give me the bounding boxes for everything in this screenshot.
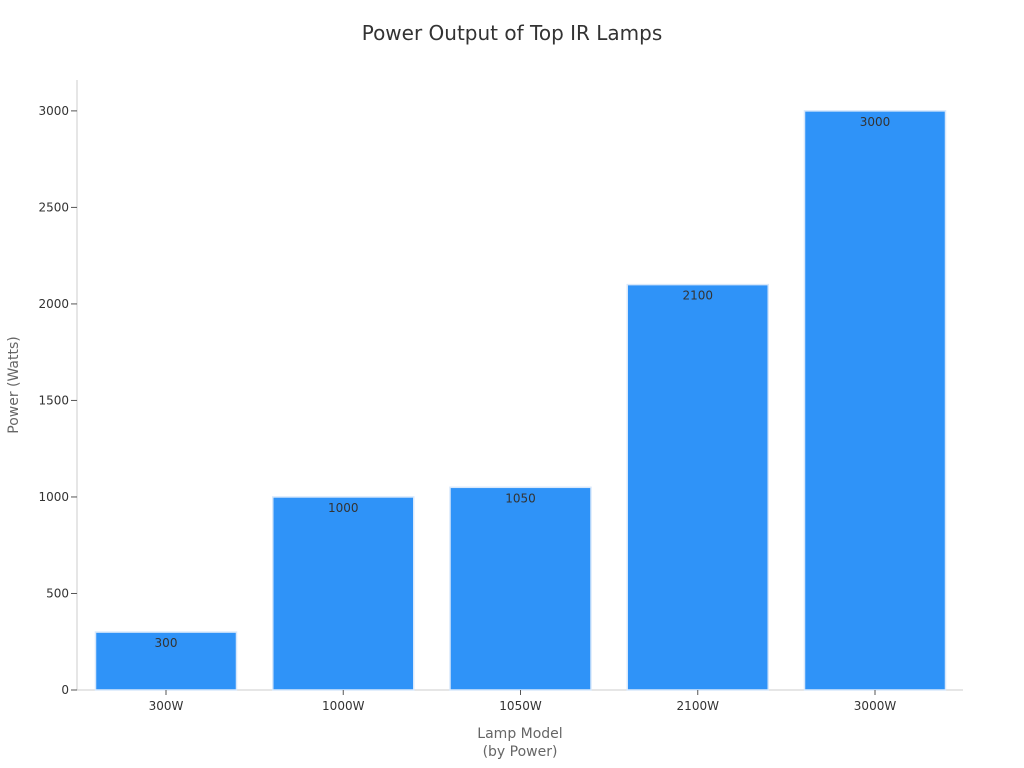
bar	[94, 631, 238, 691]
bar	[272, 496, 415, 691]
bar-value-label: 3000	[860, 115, 891, 129]
bar	[626, 283, 769, 691]
chart-title: Power Output of Top IR Lamps	[362, 21, 663, 45]
bar-value-label: 300	[155, 636, 178, 650]
y-tick-label: 500	[46, 586, 69, 600]
x-tick-label: 2100W	[677, 699, 720, 713]
bar	[449, 486, 592, 691]
bar-value-label: 1000	[328, 501, 359, 515]
x-tick-label: 3000W	[854, 699, 897, 713]
x-axis-label-line-2: (by Power)	[483, 744, 558, 760]
bar	[803, 110, 947, 691]
x-tick-label: 1050W	[499, 699, 542, 713]
y-tick-label: 3000	[38, 104, 69, 118]
y-tick-label: 2000	[38, 297, 69, 311]
y-tick-label: 1000	[38, 490, 69, 504]
x-tick-label: 300W	[149, 699, 184, 713]
y-tick-label: 1500	[38, 393, 69, 407]
x-tick-label: 1000W	[322, 699, 365, 713]
y-tick-label: 2500	[38, 200, 69, 214]
plot-area: 0 500 1000 1500 2000 2500 3000 300 300W 1000 1000W…	[38, 80, 963, 713]
y-tick-label: 0	[61, 683, 69, 697]
x-axis-label-line-1: Lamp Model	[477, 726, 562, 742]
bar-value-label: 1050	[505, 491, 536, 505]
bar-value-label: 2100	[682, 289, 713, 303]
y-axis-label: Power (Watts)	[6, 336, 22, 434]
